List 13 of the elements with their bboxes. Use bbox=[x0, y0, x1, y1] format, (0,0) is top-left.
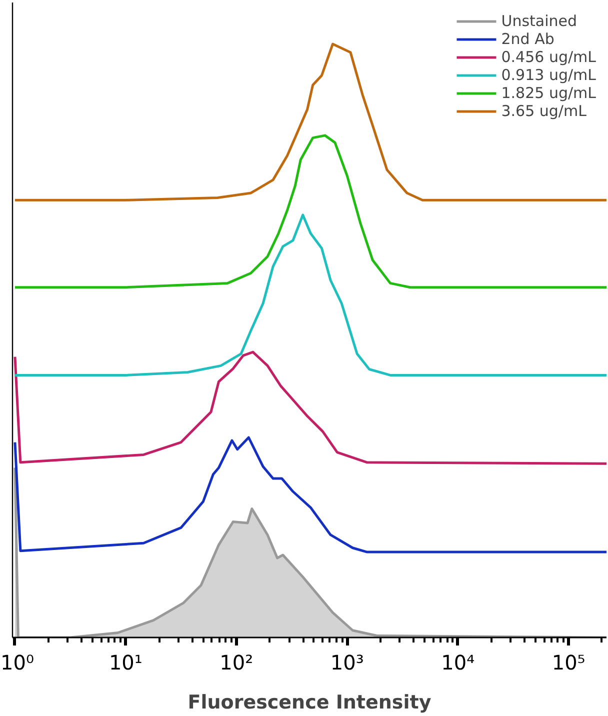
legend-label: 1.825 ug/mL bbox=[501, 84, 596, 102]
x-tick-label: 10⁰ bbox=[0, 650, 34, 674]
x-tick-label: 10² bbox=[220, 650, 254, 674]
legend-label: 0.456 ug/mL bbox=[501, 48, 596, 66]
x-axis-title: Fluorescence Intensity bbox=[188, 692, 432, 714]
x-tick-label: 10⁵ bbox=[552, 650, 586, 674]
legend-label: 0.913 ug/mL bbox=[501, 66, 596, 84]
legend-label: 2nd Ab bbox=[501, 30, 554, 48]
legend-label: 3.65 ug/mL bbox=[501, 102, 586, 120]
x-tick-label: 10⁴ bbox=[441, 650, 475, 674]
legend-label: Unstained bbox=[501, 12, 578, 30]
x-tick-label: 10³ bbox=[330, 650, 364, 674]
x-tick-label: 10¹ bbox=[108, 650, 142, 674]
